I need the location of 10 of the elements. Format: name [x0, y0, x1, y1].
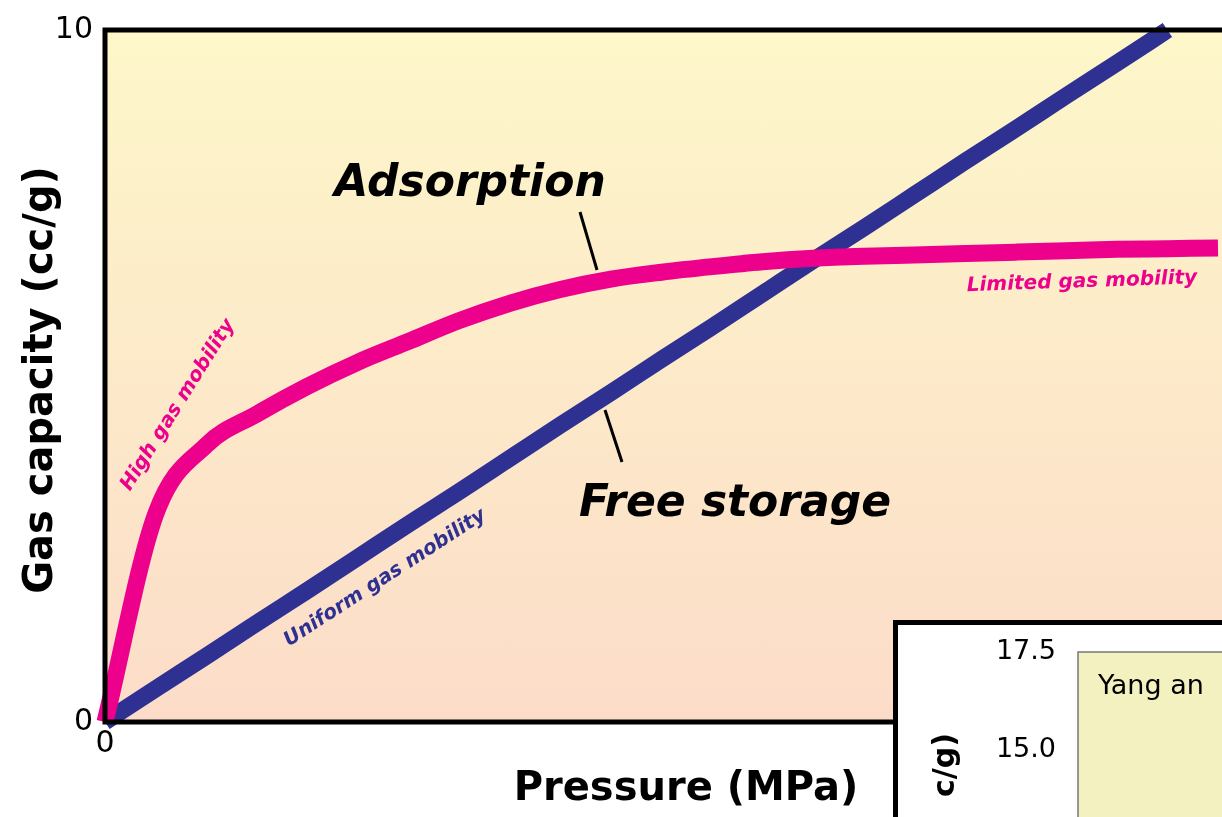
y-tick-label: 17.5: [995, 634, 1056, 666]
y-axis-title: c/g): [925, 733, 961, 797]
annotation: Yang an: [1097, 669, 1204, 701]
y-tick-label: 10: [54, 9, 93, 45]
annotation: Limited gas mobility: [966, 264, 1199, 297]
x-axis-title: Pressure (MPa): [513, 763, 859, 810]
y-axis-title: Gas capacity (cc/g): [15, 166, 62, 594]
y-tick-label: 15.0: [995, 732, 1056, 764]
series-label: Free storage: [578, 475, 892, 527]
series-label: Adsorption: [331, 155, 606, 207]
